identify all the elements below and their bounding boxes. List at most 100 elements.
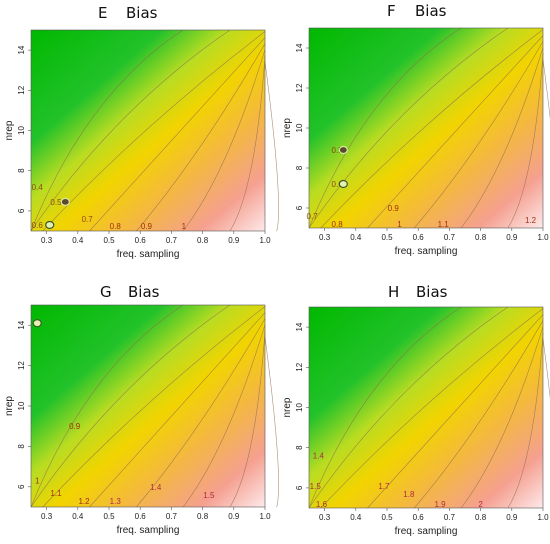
contour-line bbox=[229, 55, 266, 232]
contour-line bbox=[136, 318, 266, 508]
contour-label: 0.5 bbox=[50, 198, 62, 207]
contour-label: 1.2 bbox=[525, 216, 537, 225]
contour-label: 1.8 bbox=[403, 490, 415, 499]
contour-label: 0.4 bbox=[32, 183, 44, 192]
contour-line bbox=[308, 27, 462, 229]
contour-label: 1.4 bbox=[150, 483, 162, 492]
contour-line bbox=[367, 35, 544, 229]
contour-line bbox=[229, 330, 266, 508]
panel-f: F Bias 0.3 0.4 0.5 0.6 0.7 0.8 0.9 1.0 6 8 10 12 14 fre… bbox=[282, 2, 550, 257]
y-tick-label: 8 bbox=[295, 165, 304, 170]
y-tick-label: 6 bbox=[17, 208, 26, 213]
contour-line bbox=[308, 306, 462, 509]
x-tick-label: 0.6 bbox=[135, 512, 147, 521]
contour-label: 1.9 bbox=[434, 500, 446, 509]
contour-label: 1 bbox=[182, 222, 187, 231]
contour-line bbox=[542, 338, 550, 399]
y-axis-label: nrep bbox=[4, 120, 15, 140]
y-tick-label: 6 bbox=[295, 205, 304, 210]
contour-label: 1.3 bbox=[110, 497, 122, 506]
contour-label: 1.1 bbox=[50, 489, 62, 498]
y-tick-label: 10 bbox=[17, 126, 26, 135]
y-axis-label: nrep bbox=[4, 396, 15, 416]
y-tick-label: 14 bbox=[295, 43, 304, 52]
contour-label: 1 bbox=[397, 220, 402, 229]
heat-surface bbox=[31, 305, 265, 507]
x-tick-label: 0.4 bbox=[72, 236, 84, 245]
y-tick-label: 14 bbox=[295, 322, 304, 331]
contour-line bbox=[89, 312, 266, 508]
contour-label: 0.6 bbox=[332, 180, 344, 189]
heat-surface bbox=[309, 307, 543, 508]
y-tick-label: 12 bbox=[295, 83, 304, 92]
contour-line bbox=[182, 49, 266, 232]
contour-label: 1.4 bbox=[313, 452, 325, 461]
contour-lines bbox=[308, 27, 550, 229]
contour-line bbox=[507, 332, 544, 509]
contour-line bbox=[320, 308, 544, 509]
contour-label: 1.5 bbox=[203, 491, 215, 500]
contour-lines bbox=[308, 306, 550, 509]
y-tick-label: 10 bbox=[17, 401, 26, 410]
panel-letter: G bbox=[100, 283, 112, 301]
y-tick-label: 8 bbox=[17, 168, 26, 173]
optimum-marker-ring bbox=[45, 220, 55, 230]
y-tick-label: 12 bbox=[295, 362, 304, 371]
contour-label: 1.2 bbox=[78, 497, 90, 506]
y-tick-label: 6 bbox=[17, 484, 26, 489]
x-tick-label: 0.8 bbox=[197, 236, 209, 245]
y-tick-label: 10 bbox=[295, 123, 304, 132]
x-tick-label: 0.7 bbox=[166, 512, 178, 521]
contour-label: 1.1 bbox=[438, 220, 450, 229]
panel-letter: F bbox=[387, 2, 396, 20]
contour-line bbox=[414, 320, 544, 509]
x-tick-label: 0.5 bbox=[381, 233, 393, 242]
panel-title: Bias bbox=[416, 283, 448, 301]
x-tick-label: 0.6 bbox=[135, 236, 147, 245]
contour-label: 0.5 bbox=[332, 146, 344, 155]
x-tick-label: 0.4 bbox=[350, 513, 362, 522]
x-tick-label: 0.5 bbox=[103, 512, 115, 521]
contour-label: 0.6 bbox=[32, 221, 44, 230]
contour-line bbox=[308, 27, 509, 229]
x-tick-label: 1.0 bbox=[259, 512, 271, 521]
contour-label: 0.7 bbox=[82, 215, 94, 224]
y-tick-label: 8 bbox=[17, 444, 26, 449]
contour-label: 0.7 bbox=[307, 212, 319, 221]
contour-line bbox=[367, 314, 544, 509]
y-tick-label: 14 bbox=[17, 320, 26, 329]
x-tick-label: 1.0 bbox=[537, 233, 549, 242]
optimum-marker-filled bbox=[60, 197, 70, 206]
x-tick-label: 0.9 bbox=[506, 513, 518, 522]
optimum-marker-ring bbox=[338, 179, 348, 189]
x-tick-label: 1.0 bbox=[537, 513, 549, 522]
contour-label: 1 bbox=[35, 477, 40, 486]
x-tick-label: 0.8 bbox=[475, 233, 487, 242]
panel-title: Bias bbox=[128, 283, 160, 301]
contour-lines bbox=[30, 304, 279, 508]
contour-label: 1.5 bbox=[310, 482, 322, 491]
x-tick-label: 0.7 bbox=[166, 236, 178, 245]
contour-label: 0.9 bbox=[388, 204, 400, 213]
contour-line bbox=[264, 336, 279, 508]
contour-line bbox=[136, 43, 266, 232]
contour-line bbox=[182, 324, 266, 508]
heat-surface bbox=[309, 28, 543, 228]
heat-surface bbox=[31, 30, 265, 231]
x-tick-label: 0.3 bbox=[41, 512, 53, 521]
y-tick-label: 10 bbox=[295, 403, 304, 412]
contour-label: 1.6 bbox=[316, 500, 328, 509]
contour-line bbox=[414, 41, 544, 229]
contour-line bbox=[460, 47, 544, 229]
x-tick-label: 0.9 bbox=[228, 512, 240, 521]
panel-title: Bias bbox=[126, 4, 158, 22]
contour-line bbox=[320, 29, 544, 229]
panel-letter: E bbox=[98, 4, 107, 22]
contour-line bbox=[460, 326, 544, 509]
contour-line bbox=[542, 59, 550, 120]
x-axis-label: freq. sampling bbox=[395, 526, 458, 537]
x-tick-label: 0.6 bbox=[413, 513, 425, 522]
contour-label: 0.8 bbox=[332, 220, 344, 229]
contour-line bbox=[30, 29, 231, 232]
